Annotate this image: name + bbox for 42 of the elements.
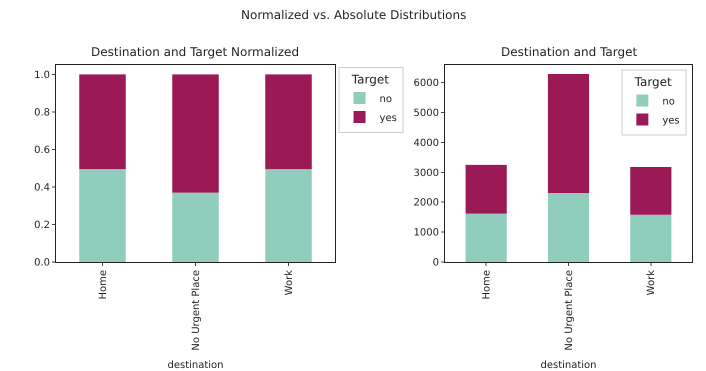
legend-label: yes [380,112,397,124]
bar [630,166,672,215]
x-tick-label: Home [481,270,492,300]
y-tick-label: 0.4 [34,182,50,194]
chart-title: Destination and Target Normalized [91,45,300,59]
bar [548,192,590,262]
bar [466,164,507,214]
y-tick-label: 2000 [414,198,439,209]
y-tick-label: 0.0 [34,258,50,268]
y-tick-label: 4000 [414,138,439,149]
y-tick-label: 0.8 [34,107,50,118]
x-tick-label: Work [284,270,295,296]
bar [79,169,126,262]
legend-label: yes [662,115,680,126]
y-tick-label: 0 [432,258,439,268]
y-tick-label: 1.0 [34,70,50,81]
x-tick-label: Work [646,270,658,296]
text: Normalized vs. Absolute Distributions [241,8,466,22]
chart-title: Destination and Target [501,45,638,59]
legend-title: Target [634,75,672,90]
x-axis-title: destination [540,360,597,371]
bar [265,169,312,262]
y-tick-label: 0.6 [34,144,50,156]
y-tick-label: 0.2 [34,220,50,231]
x-tick-label: Home [98,270,109,300]
legend-label: no [662,96,675,108]
x-axis-title: destination [167,360,224,371]
bar [172,192,219,262]
legend-title: Target [350,72,390,86]
x-tick-label: No Urgent Place [190,270,202,351]
bar [548,74,590,193]
bar [172,74,219,193]
y-tick-label: 3000 [414,168,439,179]
x-tick-label: No Urgent Place [564,270,575,351]
bar [265,74,312,170]
bar [79,74,126,170]
bar [466,214,507,262]
y-tick-label: 1000 [414,228,439,239]
y-tick-label: 5000 [414,108,439,120]
legend-label: no [380,94,392,105]
bar [630,214,672,262]
y-tick-label: 6000 [414,78,439,90]
